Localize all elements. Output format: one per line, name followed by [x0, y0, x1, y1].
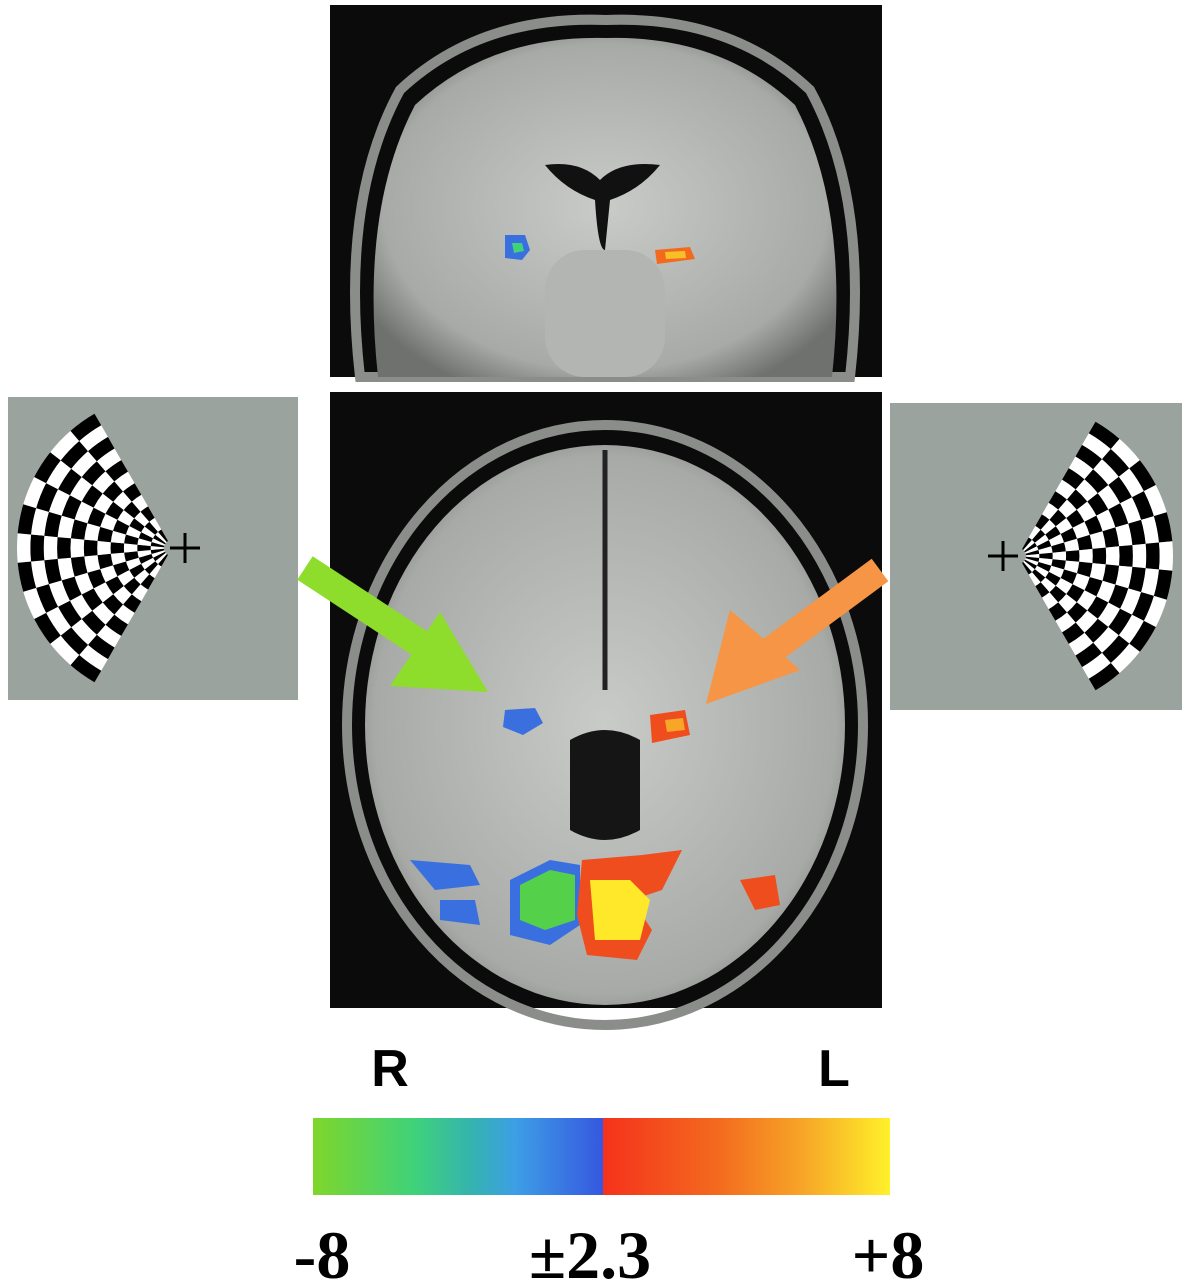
axial-slice: [330, 392, 882, 1025]
checker-cell: [84, 540, 98, 557]
checker-cell: [1146, 543, 1160, 570]
checker-cell: [1119, 545, 1133, 567]
checker-cell: [1066, 550, 1080, 562]
colorbar: [313, 1118, 890, 1195]
hemisphere-label: L: [818, 1040, 850, 1098]
colorbar-label: ±2.3: [529, 1217, 651, 1287]
coronal-slice: [330, 5, 882, 377]
hemisphere-label: R: [371, 1040, 409, 1098]
checker-cell: [1159, 541, 1173, 570]
colorbar-label: +8: [852, 1217, 925, 1287]
checker-cell: [124, 543, 138, 552]
checker-cell: [1106, 546, 1120, 565]
checker-cell: [70, 538, 84, 557]
checker-cell: [1132, 544, 1146, 568]
checker-cell: [17, 533, 31, 562]
stimulus-left-field: [8, 397, 298, 700]
checker-cell: [1079, 549, 1093, 563]
stimulus-right-field: [890, 403, 1182, 710]
checker-cell: [111, 542, 125, 554]
checker-cell: [30, 535, 44, 562]
colorbar-label: -8: [294, 1217, 351, 1287]
checker-cell: [57, 537, 71, 559]
checker-cell: [44, 536, 58, 560]
figure: R L -8 ±2.3 +8: [0, 0, 1182, 1287]
checker-cell: [1053, 551, 1067, 560]
checker-cell: [97, 541, 111, 555]
checker-cell: [1093, 548, 1107, 565]
